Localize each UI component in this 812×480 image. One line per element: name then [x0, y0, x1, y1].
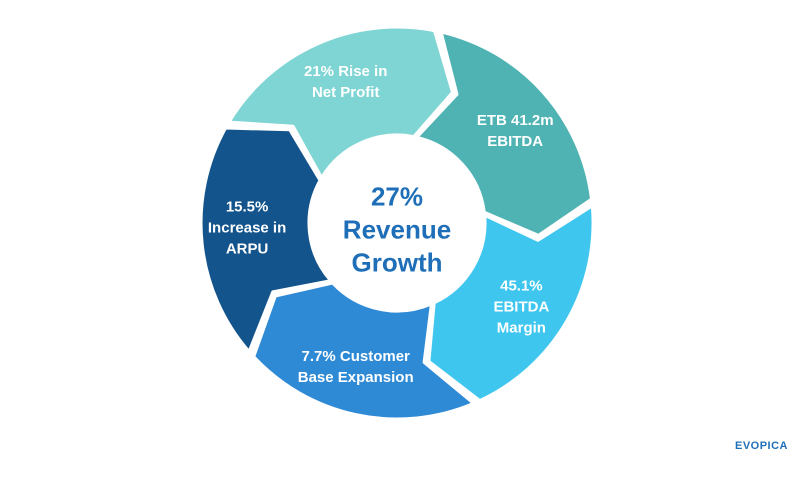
- segment-ebitda-margin: [427, 204, 595, 403]
- segment-label-arpu: 15.5% Increase in ARPU: [207, 198, 287, 258]
- brand-logo-text: EVOPICA: [734, 440, 788, 452]
- segment-ebitda: [415, 30, 593, 237]
- center-label-revenue-growth: 27% Revenue Growth: [342, 181, 452, 278]
- segment-arpu: [199, 126, 333, 354]
- segment-label-customer-base: 7.7% Customer Base Expansion: [297, 348, 414, 387]
- segment-label-ebitda: ETB 41.2m EBITDA: [476, 111, 554, 150]
- center-disk: [313, 139, 481, 307]
- segment-label-net-profit: 21% Rise in Net Profit: [304, 63, 388, 101]
- segment-net-profit: [227, 25, 454, 180]
- segment-customer-base: [252, 281, 476, 421]
- segment-label-ebitda-margin: 45.1% EBITDA Margin: [493, 277, 550, 337]
